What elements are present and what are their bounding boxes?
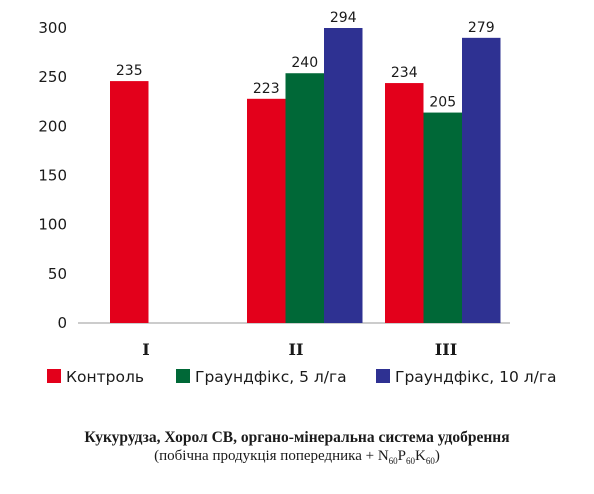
y-tick-label: 200 — [38, 117, 67, 135]
y-tick-label: 300 — [38, 19, 67, 37]
caption-k: K — [415, 448, 426, 464]
y-tick-label: 100 — [38, 216, 67, 234]
caption-sub-p: 60 — [406, 456, 416, 466]
data-label: 294 — [330, 10, 357, 26]
legend-label: Граундфікс, 5 л/га — [195, 368, 347, 386]
caption-subtitle: (побічна продукція попередника + N60P60K… — [0, 447, 594, 471]
bar — [324, 28, 363, 323]
bar — [285, 73, 324, 323]
bar-chart: 0 50 100 150 200 250 300 235 223 240 294 234 205 279 I… — [38, 10, 557, 386]
chart-canvas: 0 50 100 150 200 250 300 235 223 240 294 234 205 279 I… — [38, 10, 557, 386]
legend-swatch — [47, 369, 61, 383]
caption-title: Кукурудза, Хорол СВ, органо-мінеральна с… — [84, 429, 510, 446]
bar — [247, 98, 286, 323]
y-tick-label: 50 — [48, 265, 67, 283]
legend-label: Контроль — [66, 368, 144, 386]
caption-sub-n: 60 — [388, 456, 398, 466]
category-label: II — [289, 340, 304, 359]
bar — [385, 83, 424, 323]
data-label: 240 — [291, 55, 318, 71]
y-tick-label: 0 — [57, 314, 67, 332]
legend-swatch — [176, 369, 190, 383]
data-label: 234 — [391, 65, 418, 81]
caption-subtitle-prefix: (побічна продукція попередника + N — [154, 448, 389, 464]
caption-subtitle-suffix: ) — [434, 448, 440, 464]
caption-sub-k: 60 — [425, 456, 435, 466]
legend-label: Граундфікс, 10 л/га — [395, 368, 557, 386]
bar — [110, 81, 149, 323]
data-label: 235 — [116, 63, 143, 79]
data-label: 223 — [253, 81, 280, 97]
y-tick-label: 150 — [38, 167, 67, 185]
data-label: 205 — [429, 95, 456, 111]
y-tick-label: 250 — [38, 68, 67, 86]
legend-swatch — [376, 369, 390, 383]
bar — [423, 112, 462, 323]
bar — [462, 37, 501, 323]
data-label: 279 — [468, 20, 495, 36]
category-label: I — [142, 340, 149, 359]
caption-p: P — [397, 448, 407, 464]
chart-caption: Кукурудза, Хорол СВ, органо-мінеральна с… — [0, 428, 594, 471]
category-label: III — [435, 340, 457, 359]
